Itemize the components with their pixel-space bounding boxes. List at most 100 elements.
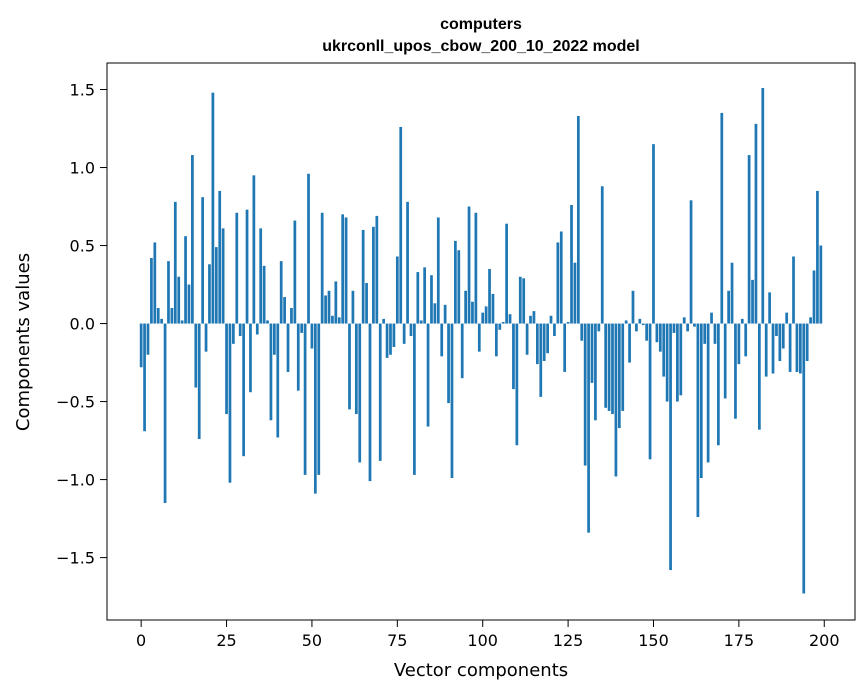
bar [419,320,423,324]
x-tick-label: 200 [809,631,840,650]
bar [354,323,358,415]
bar [440,323,444,357]
bar [430,275,433,324]
bar [795,323,799,372]
bar [597,323,601,332]
bar [498,323,502,330]
y-axis-label: Components values [13,253,34,431]
bar [320,212,324,324]
bar [348,323,351,410]
bar [406,201,409,324]
bar [679,323,683,396]
bar [819,245,823,324]
bar [751,279,754,324]
x-tick-label: 100 [467,631,498,650]
bar [484,306,488,324]
bar [167,261,170,324]
bar [150,258,153,324]
bar [563,323,567,372]
bar [583,323,587,466]
bar [361,229,365,324]
bar [344,217,348,324]
bar [785,312,789,324]
bar [734,323,737,419]
bar [515,323,519,446]
bar [450,323,454,479]
bar [682,317,686,324]
bar [211,92,215,324]
bar [556,242,560,324]
bar [300,323,304,333]
y-tick-label: −1.0 [56,471,95,490]
bar [529,315,532,324]
bar [454,240,457,324]
bar [740,318,744,324]
bar [686,323,689,332]
bar [276,323,280,438]
bar [286,323,290,372]
bar [372,226,375,324]
x-tick-label: 25 [216,631,236,650]
x-tick-label: 150 [638,631,669,650]
bar [764,323,768,377]
bar [805,323,809,362]
bar [747,155,751,324]
bar [283,297,286,324]
bar [525,323,529,355]
bar [146,323,150,355]
bar [214,247,218,324]
x-tick-label: 50 [302,631,322,650]
bar [303,323,307,475]
bar [778,323,782,362]
bar [259,228,263,324]
x-axis-label: Vector components [394,660,568,681]
x-tick-label: 75 [387,631,407,650]
bar [395,256,399,324]
bar [508,314,512,324]
bar [781,323,785,349]
plot-frame [106,62,856,621]
bar [809,317,812,324]
bar [433,303,437,324]
y-tick-label: 1.5 [70,81,95,100]
bar [443,304,447,324]
bar [255,323,259,335]
bar [628,323,631,363]
bar [662,323,666,377]
bar [788,323,792,372]
bar [279,261,283,324]
bar [310,323,314,349]
x-tick-label: 175 [724,631,755,650]
bar [798,323,802,374]
bar [768,292,771,324]
bar [761,87,765,324]
bar [341,214,345,324]
bar [481,312,485,324]
y-tick-label: 0.0 [70,315,95,334]
bar [163,323,167,503]
bar [512,323,515,390]
bar [655,323,659,343]
bar [607,323,611,411]
bar [665,323,669,402]
bar [816,190,819,324]
bar [272,323,276,355]
bar [518,276,522,324]
x-tick-label: 125 [553,631,584,650]
bar [143,323,146,432]
bar [617,323,621,429]
bar [187,284,191,324]
bar [351,290,355,324]
bar [652,144,655,324]
bar [324,295,327,324]
bar [245,209,249,324]
bar [600,186,604,324]
bar [269,323,273,421]
bar [546,323,549,354]
bar [180,320,184,324]
bar [737,323,741,365]
bar [693,323,696,327]
bar [522,278,526,324]
bar [614,323,618,477]
bar [566,322,570,324]
